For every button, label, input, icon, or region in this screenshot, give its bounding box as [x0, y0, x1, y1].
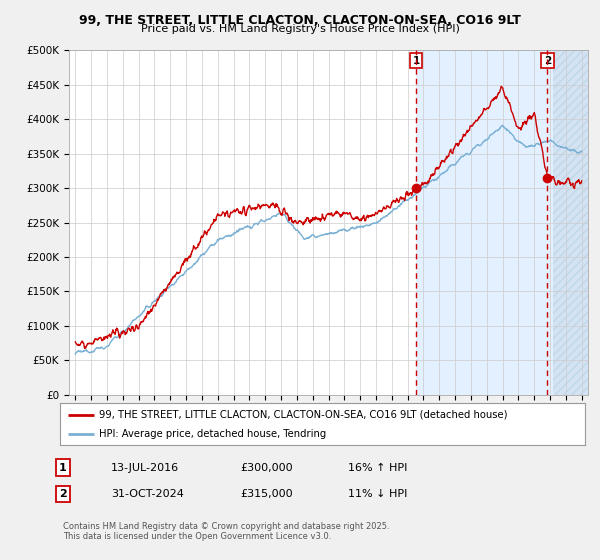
- Text: 13-JUL-2016: 13-JUL-2016: [111, 463, 179, 473]
- Text: 99, THE STREET, LITTLE CLACTON, CLACTON-ON-SEA, CO16 9LT: 99, THE STREET, LITTLE CLACTON, CLACTON-…: [79, 14, 521, 27]
- Text: £315,000: £315,000: [240, 489, 293, 499]
- Bar: [416, 50, 590, 395]
- Text: 11% ↓ HPI: 11% ↓ HPI: [348, 489, 407, 499]
- Text: 2: 2: [544, 55, 551, 66]
- Text: £300,000: £300,000: [240, 463, 293, 473]
- Text: 2: 2: [59, 489, 67, 499]
- Text: 31-OCT-2024: 31-OCT-2024: [111, 489, 184, 499]
- Bar: [553, 50, 590, 395]
- Text: Contains HM Land Registry data © Crown copyright and database right 2025.
This d: Contains HM Land Registry data © Crown c…: [63, 522, 389, 542]
- Text: 16% ↑ HPI: 16% ↑ HPI: [348, 463, 407, 473]
- Text: 99, THE STREET, LITTLE CLACTON, CLACTON-ON-SEA, CO16 9LT (detached house): 99, THE STREET, LITTLE CLACTON, CLACTON-…: [100, 409, 508, 419]
- Text: Price paid vs. HM Land Registry's House Price Index (HPI): Price paid vs. HM Land Registry's House …: [140, 24, 460, 34]
- Text: 1: 1: [59, 463, 67, 473]
- Text: HPI: Average price, detached house, Tendring: HPI: Average price, detached house, Tend…: [100, 429, 326, 439]
- Text: 1: 1: [413, 55, 420, 66]
